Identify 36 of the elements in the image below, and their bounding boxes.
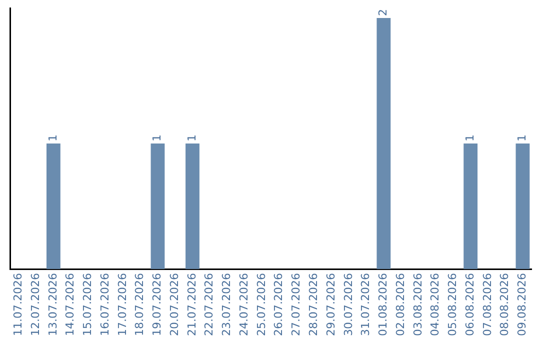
x-tick-label: 29.07.2026 xyxy=(324,273,338,336)
x-tick-label: 18.07.2026 xyxy=(133,273,146,336)
x-tick-label: 08.08.2026 xyxy=(498,273,512,336)
x-tick-label: 04.08.2026 xyxy=(428,273,442,336)
x-tick-label: 14.07.2026 xyxy=(64,273,77,336)
data-label: 1 xyxy=(150,134,164,142)
x-tick-label: 19.07.2026 xyxy=(150,273,164,336)
data-label: 1 xyxy=(516,134,529,142)
x-tick-label: 03.08.2026 xyxy=(411,273,424,336)
x-tick-label: 24.07.2026 xyxy=(237,273,250,336)
x-tick-label: 07.08.2026 xyxy=(480,273,494,336)
x-tick-label: 05.08.2026 xyxy=(446,273,460,336)
data-label: 1 xyxy=(463,134,476,142)
data-label: 1 xyxy=(185,134,198,142)
x-tick-label: 26.07.2026 xyxy=(272,273,286,336)
x-tick-label: 13.07.2026 xyxy=(46,273,60,336)
data-label: 1 xyxy=(46,134,60,142)
x-tick-label: 17.07.2026 xyxy=(116,273,129,336)
x-tick-label: 27.07.2026 xyxy=(290,273,303,336)
x-tick-label: 23.07.2026 xyxy=(220,273,234,336)
x-tick-label: 30.07.2026 xyxy=(342,273,355,336)
x-tick-label: 02.08.2026 xyxy=(394,273,407,336)
x-tick-label: 21.07.2026 xyxy=(185,273,198,336)
x-tick-label: 20.07.2026 xyxy=(168,273,181,336)
x-tick-label: 28.07.2026 xyxy=(307,273,320,336)
data-label: 2 xyxy=(376,9,390,16)
x-tick-label: 01.08.2026 xyxy=(376,273,390,336)
x-tick-label: 22.07.2026 xyxy=(202,273,216,336)
x-tick-label: 25.07.2026 xyxy=(254,273,268,336)
x-tick-label: 16.07.2026 xyxy=(98,273,112,336)
x-tick-label: 09.08.2026 xyxy=(516,273,529,336)
x-tick-label: 11.07.2026 xyxy=(12,273,25,336)
x-tick-label: 12.07.2026 xyxy=(28,273,42,336)
x-tick-label: 31.07.2026 xyxy=(359,273,372,336)
x-tick-label: 06.08.2026 xyxy=(463,273,476,336)
x-tick-label: 15.07.2026 xyxy=(81,273,94,336)
